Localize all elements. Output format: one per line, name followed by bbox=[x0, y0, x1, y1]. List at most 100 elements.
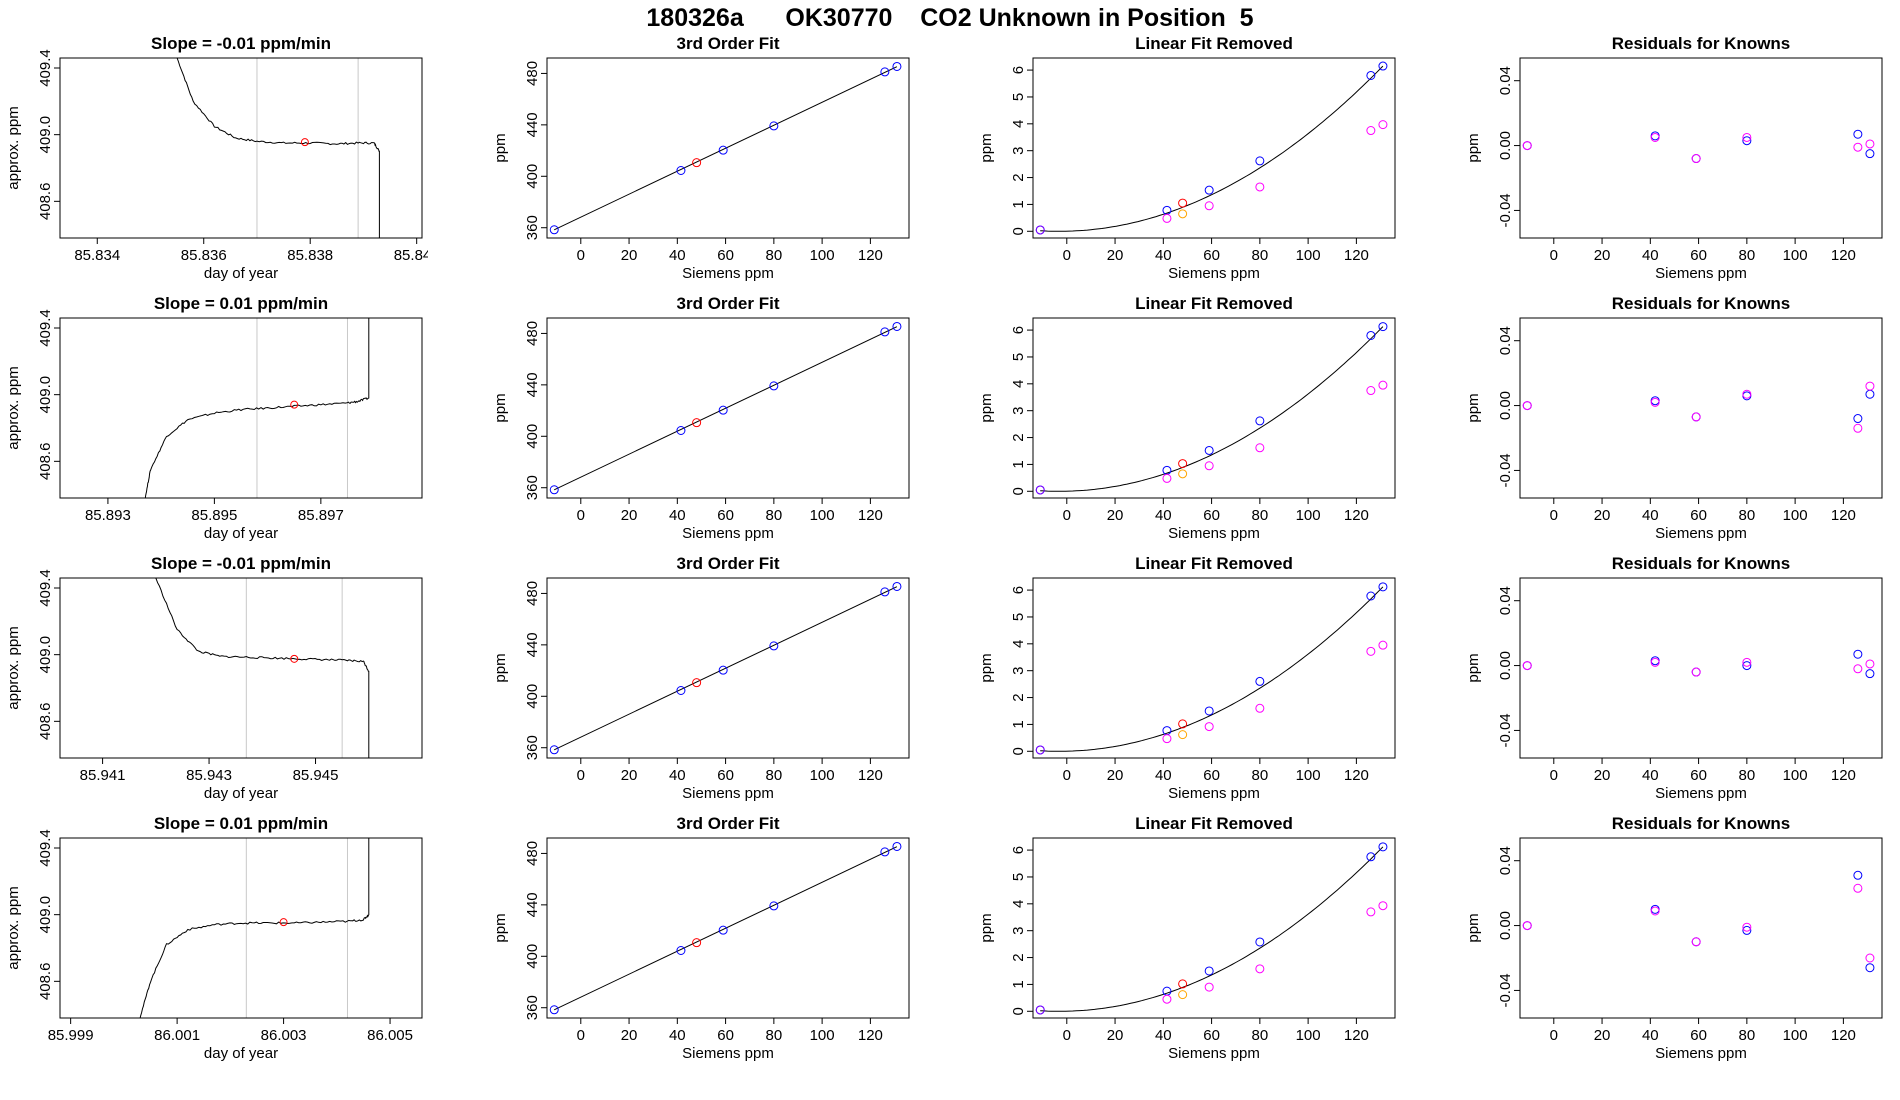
y-axis-label: approx. ppm bbox=[5, 626, 22, 709]
data-point-unknown-fit bbox=[1178, 459, 1188, 469]
y-tick-label: 480 bbox=[524, 321, 541, 346]
plot-area bbox=[553, 66, 898, 231]
data-point-first-known bbox=[1035, 1005, 1045, 1015]
x-tick-label: 85.999 bbox=[48, 1027, 94, 1044]
data-point-fit-knowns bbox=[1204, 966, 1214, 976]
x-tick-label: 20 bbox=[1107, 247, 1124, 264]
y-tick-label: 400 bbox=[524, 424, 541, 449]
plot-area bbox=[553, 846, 898, 1011]
x-tick-label: 100 bbox=[810, 1027, 835, 1044]
x-axis-label: Siemens ppm bbox=[1655, 265, 1747, 282]
data-point-linear-removed bbox=[1255, 964, 1265, 974]
x-tick-label: 60 bbox=[1690, 1027, 1707, 1044]
data-point-knowns bbox=[676, 946, 686, 955]
x-tick-label: 100 bbox=[810, 767, 835, 784]
y-tick-label: 0.04 bbox=[1497, 326, 1514, 355]
data-point-residuals-magenta bbox=[1865, 953, 1875, 963]
chart-panel-r1c2: Linear Fit Removed 0 20 40 60 80 100 120 0 1 2 3 4 5 6… bbox=[978, 294, 1396, 542]
x-tick-label: 40 bbox=[1155, 767, 1172, 784]
y-tick-label: 5 bbox=[1010, 353, 1027, 361]
x-tick-label: 20 bbox=[1594, 1027, 1611, 1044]
x-tick-label: 0 bbox=[1550, 247, 1558, 264]
x-tick-label: 80 bbox=[766, 247, 783, 264]
data-point-linear-removed bbox=[1162, 994, 1172, 1004]
data-point-linear-removed bbox=[1162, 473, 1172, 483]
y-axis-label: ppm bbox=[1465, 653, 1482, 682]
chart-panel-r3c3: Residuals for Knowns 0 20 40 60 80 100 120 -0.04… bbox=[1465, 814, 1883, 1062]
x-tick-label: 120 bbox=[1831, 247, 1856, 264]
x-tick-label: 80 bbox=[1252, 1027, 1269, 1044]
x-tick-label: 0 bbox=[577, 247, 585, 264]
title-run-id: 180326a bbox=[646, 4, 744, 32]
x-tick-label: 60 bbox=[1203, 247, 1220, 264]
plot-frame bbox=[1519, 577, 1883, 759]
data-point-knowns bbox=[769, 641, 779, 651]
x-tick-label: 60 bbox=[717, 507, 734, 524]
y-tick-label: 0 bbox=[1010, 227, 1027, 235]
data-point-linear-removed bbox=[1204, 982, 1214, 992]
x-tick-label: 0 bbox=[1550, 507, 1558, 524]
x-tick-label: 100 bbox=[1783, 507, 1808, 524]
y-tick-label: 4 bbox=[1010, 900, 1027, 908]
y-tick-label: 408.6 bbox=[37, 443, 54, 481]
data-point-residuals-magenta bbox=[1853, 423, 1863, 433]
data-point-linear-removed bbox=[1204, 201, 1214, 211]
plot-area bbox=[1040, 65, 1384, 232]
y-axis-label: ppm bbox=[492, 913, 509, 942]
data-point-unknown-fit bbox=[1178, 719, 1188, 729]
x-tick-label: 40 bbox=[1642, 1027, 1659, 1044]
plot-frame bbox=[546, 317, 910, 499]
y-tick-label: 0.00 bbox=[1497, 131, 1514, 160]
data-point-linear-removed bbox=[1204, 722, 1214, 732]
x-axis-label: Siemens ppm bbox=[1168, 785, 1260, 802]
chart-title: Slope = 0.01 ppm/min bbox=[154, 294, 328, 313]
data-point-knowns bbox=[892, 61, 902, 71]
chart-title: 3rd Order Fit bbox=[677, 814, 780, 833]
data-point-knowns bbox=[880, 67, 890, 77]
y-axis-label: approx. ppm bbox=[5, 106, 22, 189]
plot-area bbox=[1040, 846, 1384, 1012]
x-tick-label: 85.840 bbox=[394, 247, 428, 264]
data-point-unknown bbox=[692, 158, 702, 168]
y-tick-label: 6 bbox=[1010, 846, 1027, 854]
x-tick-label: 0 bbox=[1063, 1027, 1071, 1044]
x-tick-label: 86.001 bbox=[154, 1027, 200, 1044]
x-tick-label: 60 bbox=[1203, 1027, 1220, 1044]
x-tick-label: 60 bbox=[1690, 767, 1707, 784]
data-point-residuals-magenta bbox=[1865, 139, 1875, 149]
plot-frame bbox=[1519, 57, 1883, 239]
y-tick-label: 408.6 bbox=[37, 703, 54, 741]
y-tick-label: 408.6 bbox=[37, 183, 54, 221]
x-axis-label: day of year bbox=[204, 1045, 278, 1062]
y-tick-label: 3 bbox=[1010, 667, 1027, 675]
x-tick-label: 20 bbox=[1594, 767, 1611, 784]
x-tick-label: 120 bbox=[1344, 1027, 1369, 1044]
y-tick-label: 1 bbox=[1010, 460, 1027, 468]
data-point-residuals-magenta bbox=[1853, 142, 1863, 152]
data-point-knowns bbox=[718, 405, 728, 415]
x-tick-label: 120 bbox=[858, 767, 883, 784]
x-tick-label: 80 bbox=[1739, 247, 1756, 264]
plot-frame bbox=[1032, 317, 1396, 499]
data-point-fit-knowns bbox=[1204, 706, 1214, 716]
x-tick-label: 120 bbox=[1344, 507, 1369, 524]
chart-title: 3rd Order Fit bbox=[677, 554, 780, 573]
y-tick-label: 0.04 bbox=[1497, 66, 1514, 95]
data-point-residuals-magenta bbox=[1650, 657, 1660, 667]
data-point-knowns bbox=[549, 225, 559, 235]
data-point-linear-removed bbox=[1204, 461, 1214, 471]
chart-title: Linear Fit Removed bbox=[1135, 294, 1293, 313]
x-axis-label: Siemens ppm bbox=[1655, 525, 1747, 542]
data-point-first-known bbox=[1035, 745, 1045, 755]
x-tick-label: 100 bbox=[1296, 247, 1321, 264]
chart-title: Linear Fit Removed bbox=[1135, 554, 1293, 573]
fit-curve bbox=[1040, 846, 1384, 1012]
data-point-unknown-raw bbox=[1178, 209, 1188, 219]
y-tick-label: 1 bbox=[1010, 980, 1027, 988]
chart-title: Slope = -0.01 ppm/min bbox=[151, 34, 331, 53]
y-tick-label: 2 bbox=[1010, 953, 1027, 961]
x-tick-label: 80 bbox=[1739, 507, 1756, 524]
y-tick-label: 0.00 bbox=[1497, 651, 1514, 680]
data-point-residuals-magenta bbox=[1522, 661, 1532, 671]
data-point-residuals-blue bbox=[1865, 149, 1875, 159]
